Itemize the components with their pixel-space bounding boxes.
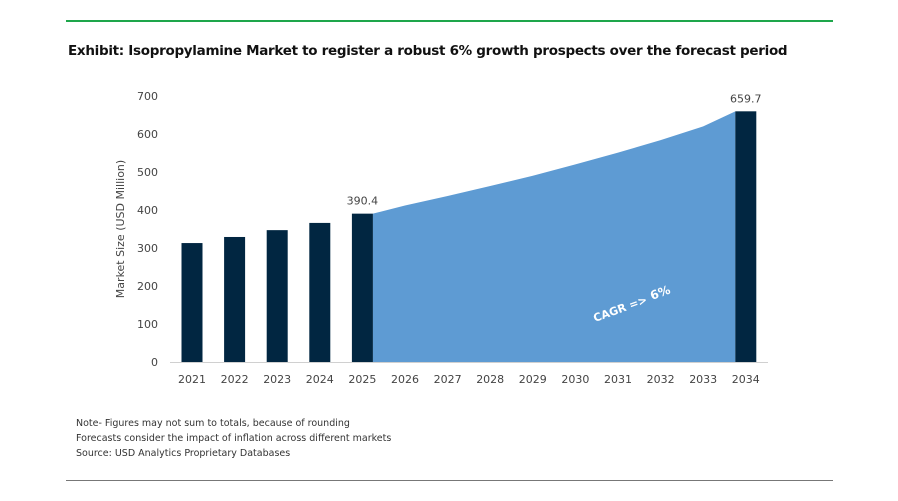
x-tick-label: 2021 [178,373,206,386]
data-label-2025: 390.4 [347,195,379,208]
x-tick-label: 2025 [348,373,376,386]
note-source: Source: USD Analytics Proprietary Databa… [76,448,291,459]
x-tick-label: 2023 [263,373,291,386]
bottom-divider [66,480,833,481]
x-tick-label: 2028 [476,373,504,386]
x-tick-label: 2027 [434,373,462,386]
note-inflation: Forecasts consider the impact of inflati… [76,433,392,444]
x-tick-label: 2032 [647,373,675,386]
y-tick-label: 700 [137,90,158,103]
top-accent-line [66,20,833,22]
y-tick-label: 300 [137,242,158,255]
bar-2021 [181,243,203,362]
x-tick-label: 2022 [221,373,249,386]
x-tick-label: 2024 [306,373,334,386]
x-tick-label: 2033 [689,373,717,386]
x-tick-label: 2031 [604,373,632,386]
y-tick-label: 500 [137,166,158,179]
y-tick-label: 0 [151,356,158,369]
forecast-area [372,111,736,363]
bar-2023 [266,230,288,362]
x-tick-label: 2034 [732,373,760,386]
x-tick-label: 2029 [519,373,547,386]
y-tick-label: 400 [137,204,158,217]
x-tick-label: 2026 [391,373,419,386]
note-rounding: Note- Figures may not sum to totals, bec… [76,418,350,429]
data-label-2034: 659.7 [730,92,762,105]
y-tick-label: 200 [137,280,158,293]
chart-title: Exhibit: Isopropylamine Market to regist… [68,43,788,59]
cagr-value: 6% [648,283,672,303]
bar-2025 [351,213,373,362]
chart-notes: Note- Figures may not sum to totals, bec… [76,416,391,461]
x-tick-label: 2030 [561,373,589,386]
y-tick-label: 600 [137,128,158,141]
bar-2024 [309,222,331,362]
bar-2034 [735,111,757,363]
bar-2022 [224,236,246,362]
y-axis-label: Market Size (USD Million) [114,160,127,298]
y-tick-label: 100 [137,318,158,331]
